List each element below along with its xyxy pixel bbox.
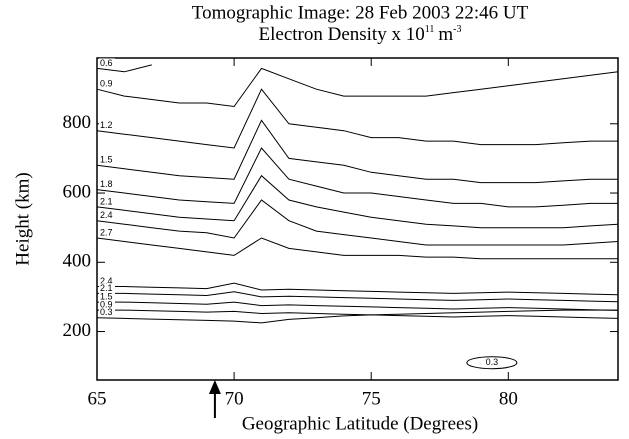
y-axis-label: Height (km) bbox=[12, 172, 33, 265]
contour-label-bg bbox=[99, 79, 115, 89]
contour-line bbox=[96, 64, 152, 73]
contour-label: 1.5 bbox=[100, 155, 113, 165]
contour-line bbox=[96, 119, 618, 184]
contour-label: 0.9 bbox=[100, 79, 113, 89]
contour-label: 2.4 bbox=[100, 276, 113, 286]
contour-label: 2.1 bbox=[100, 283, 113, 293]
contour-label: 2.7 bbox=[100, 227, 113, 237]
contour-label-bg bbox=[99, 283, 115, 293]
contour-label-bg bbox=[99, 228, 115, 238]
contour-line bbox=[97, 301, 619, 311]
x-tick-label: 70 bbox=[225, 388, 244, 409]
latitude-marker-head bbox=[208, 380, 221, 394]
contour-line bbox=[96, 147, 618, 208]
contour-line bbox=[96, 67, 619, 108]
contour-label: 2.1 bbox=[100, 196, 113, 206]
annotation: 0.3 bbox=[486, 357, 499, 367]
contour-label: 1.5 bbox=[100, 291, 113, 301]
subtitle-unit: m bbox=[438, 24, 453, 45]
plot-frame bbox=[96, 57, 619, 381]
contour-line bbox=[96, 237, 618, 260]
x-tick-label: 80 bbox=[499, 388, 518, 409]
contour-label-bg bbox=[99, 210, 115, 220]
contour-label-bg bbox=[99, 179, 115, 189]
contour-label: 2.4 bbox=[100, 210, 113, 220]
y-tick-label: 600 bbox=[63, 181, 92, 202]
contour-label-bg bbox=[99, 120, 115, 130]
contour-line bbox=[96, 199, 619, 246]
x-tick-label: 75 bbox=[362, 388, 381, 409]
contour-label: 0.3 bbox=[100, 307, 113, 317]
contour-label-bg bbox=[99, 307, 115, 317]
contour-label: 0.6 bbox=[100, 58, 113, 68]
contour-label-bg bbox=[99, 58, 115, 68]
contour-label-bg bbox=[99, 300, 115, 310]
contour-label-bg bbox=[99, 196, 115, 206]
contour-label: 1.8 bbox=[100, 179, 113, 189]
contour-label: 1.2 bbox=[100, 120, 113, 130]
x-axis-label: Geographic Latitude (Degrees) bbox=[242, 413, 478, 434]
chart-subtitle: Electron Density x 1011 m-3 bbox=[259, 24, 462, 45]
contour-line bbox=[97, 291, 619, 303]
x-tick-label: 65 bbox=[88, 388, 107, 409]
contour-line bbox=[96, 88, 618, 149]
contour-line bbox=[96, 309, 618, 324]
contour-line bbox=[97, 309, 619, 319]
chart-title: Tomographic Image: 28 Feb 2003 22:46 UT bbox=[192, 2, 529, 23]
subtitle-unit-exponent: -3 bbox=[453, 24, 461, 35]
subtitle-text: Electron Density x 10 bbox=[259, 24, 425, 45]
subtitle-exponent: 11 bbox=[425, 24, 435, 35]
contour-label-bg bbox=[99, 292, 115, 302]
contour-island bbox=[466, 356, 518, 370]
y-tick-label: 800 bbox=[63, 112, 92, 133]
contour-label: 0.9 bbox=[100, 299, 113, 309]
y-tick-label: 400 bbox=[63, 251, 92, 272]
contour-label-bg bbox=[99, 276, 115, 286]
contour-label-bg bbox=[99, 155, 115, 165]
y-tick-label: 200 bbox=[63, 320, 92, 341]
contour-line bbox=[97, 282, 619, 296]
contour-line bbox=[96, 174, 619, 229]
